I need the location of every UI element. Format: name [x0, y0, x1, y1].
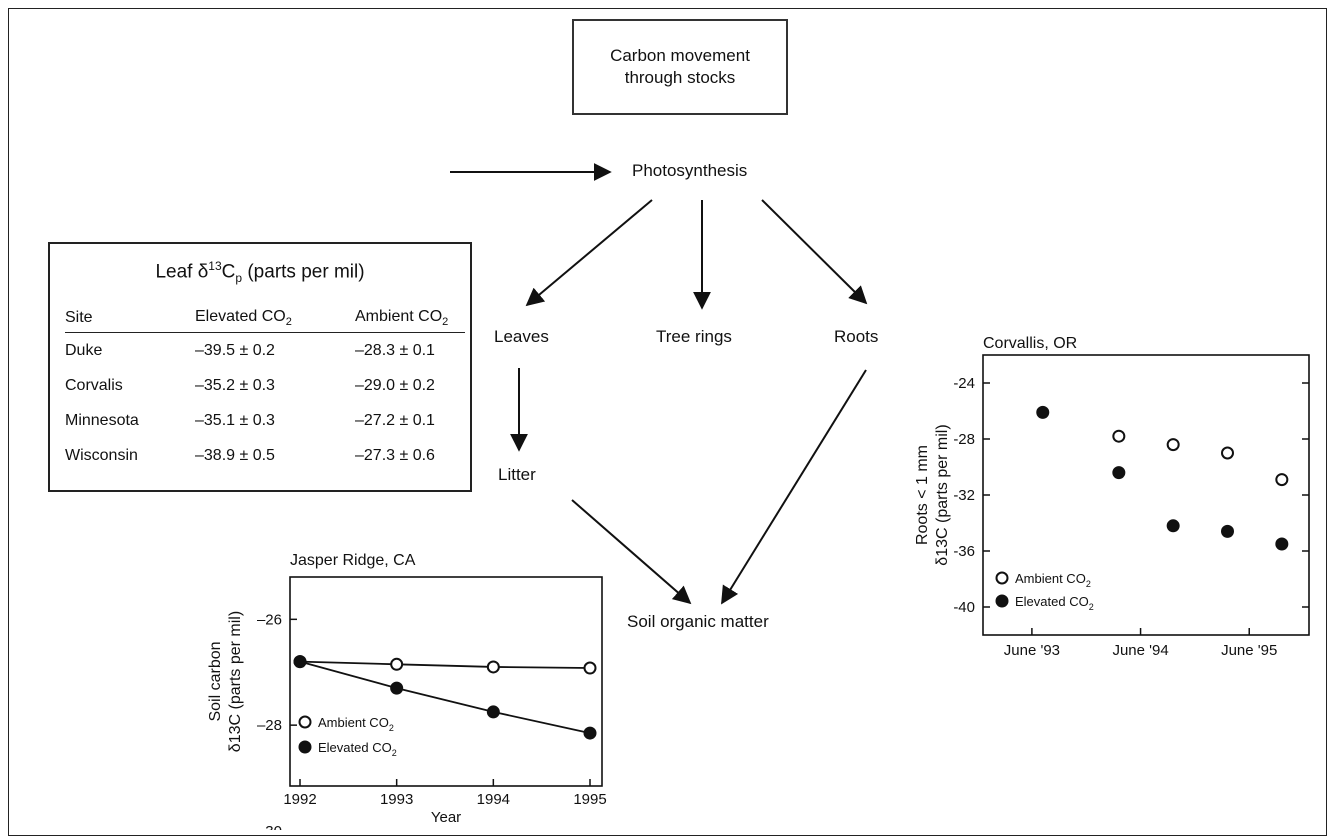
plot-area — [289, 576, 603, 787]
legend-marker-elevated — [298, 740, 312, 754]
arrow-litter-soil — [571, 499, 692, 605]
data-point-ambient — [1221, 446, 1234, 460]
arrow-photosynthesis-roots — [761, 199, 868, 305]
column-header-ambient: Ambient CO2 — [355, 304, 465, 334]
cell-ambient: –28.3 ± 0.1 — [355, 342, 435, 360]
node-roots: Roots — [834, 327, 879, 346]
y-tick-label: -32 — [953, 487, 975, 504]
cell-elevated: –35.1 ± 0.3 — [195, 412, 275, 430]
corvallis-chart: Corvallis, OR -24 -28 -32 -36 -40 June '93 June… — [915, 335, 1310, 659]
y-axis-label-line1: Roots < 1 mm — [915, 445, 931, 545]
data-point-ambient — [1166, 438, 1180, 452]
y-axis-label: Soil carbon δ13C (parts per mil) — [207, 611, 244, 752]
cell-site: Minnesota — [65, 412, 139, 430]
y-tick-label: -36 — [953, 543, 975, 560]
cell-ambient: –29.0 ± 0.2 — [355, 377, 435, 395]
chart-title: Corvallis, OR — [983, 335, 1077, 352]
x-tick-label: 1994 — [477, 791, 510, 808]
y-tick-label: –30 — [257, 823, 282, 830]
data-point-elevated — [1166, 519, 1180, 533]
cell-site: Corvalis — [65, 377, 123, 395]
title-line-1: Carbon movement — [610, 45, 750, 65]
chart-title: Jasper Ridge, CA — [290, 552, 416, 569]
x-tick-label: June '94 — [1112, 642, 1168, 659]
legend-label-ambient: Ambient CO2 — [318, 715, 394, 733]
node-litter: Litter — [498, 465, 536, 484]
y-axis-label-line2: δ13C (parts per mil) — [227, 611, 244, 752]
x-tick-label: 1995 — [573, 791, 606, 808]
y-tick-label: –28 — [257, 717, 282, 734]
title-line-2: through stocks — [624, 68, 736, 87]
cell-elevated: –39.5 ± 0.2 — [195, 342, 275, 360]
legend-label-elevated: Elevated CO2 — [318, 740, 397, 758]
y-tick-label: -40 — [953, 599, 975, 616]
data-point-ambient — [390, 657, 404, 671]
column-header-elevated: Elevated CO2 — [195, 304, 355, 334]
data-point-ambient — [1112, 429, 1126, 443]
arrow-roots-soil — [721, 369, 867, 605]
cell-site: Duke — [65, 342, 103, 360]
legend-marker-ambient — [995, 571, 1009, 585]
cell-elevated: –38.9 ± 0.5 — [195, 447, 275, 465]
cell-ambient: –27.2 ± 0.1 — [355, 412, 435, 430]
table-row: Wisconsin –38.9 ± 0.5 –27.3 ± 0.6 — [65, 438, 465, 473]
jasper-ridge-chart: Jasper Ridge, CA –26 –28 –30 1992 1993 1994 199… — [207, 552, 607, 830]
data-point-ambient — [486, 660, 500, 674]
x-tick-label: 1993 — [380, 791, 413, 808]
y-axis-label-line2: δ13C (parts per mil) — [934, 424, 951, 565]
x-axis-label: Year — [431, 809, 461, 826]
legend-label-elevated: Elevated CO2 — [1015, 594, 1094, 612]
table-row: Minnesota –35.1 ± 0.3 –27.2 ± 0.1 — [65, 403, 465, 438]
data-point-elevated — [1036, 405, 1050, 419]
y-tick-label: -28 — [953, 431, 975, 448]
cell-ambient: –27.3 ± 0.6 — [355, 447, 435, 465]
data-point-elevated — [1275, 537, 1289, 551]
series-line-elevated — [299, 660, 591, 734]
legend-marker-ambient — [298, 715, 312, 729]
data-point-elevated — [486, 705, 500, 719]
leaf-table: Site Elevated CO2 Ambient CO2 Duke –39.5… — [65, 304, 465, 473]
legend-marker-elevated — [995, 594, 1009, 608]
data-point-ambient — [583, 661, 597, 675]
data-point-elevated — [293, 655, 307, 669]
data-point-elevated — [390, 681, 404, 695]
data-point-elevated — [1112, 466, 1126, 480]
node-soil-organic-matter: Soil organic matter — [627, 612, 769, 631]
data-point-elevated — [1221, 524, 1234, 538]
x-tick-label: June '95 — [1221, 642, 1277, 659]
y-tick-label: -24 — [953, 375, 975, 392]
leaf-isotope-table: Leaf δ13Cp (parts per mil) Site Elevated… — [48, 242, 472, 492]
cell-elevated: –35.2 ± 0.3 — [195, 377, 275, 395]
data-point-elevated — [583, 726, 597, 740]
x-tick-label: 1992 — [283, 791, 316, 808]
series-line-ambient — [299, 660, 591, 669]
y-tick-label: –26 — [257, 611, 282, 628]
table-row: Duke –39.5 ± 0.2 –28.3 ± 0.1 — [65, 333, 465, 369]
arrow-photosynthesis-leaves — [525, 199, 653, 307]
cell-site: Wisconsin — [65, 447, 138, 465]
node-leaves: Leaves — [494, 327, 549, 346]
table-caption: Leaf δ13Cp (parts per mil) — [155, 259, 365, 286]
title-box: Carbon movement through stocks — [572, 19, 788, 115]
legend-label-ambient: Ambient CO2 — [1015, 571, 1091, 589]
node-tree-rings: Tree rings — [656, 327, 732, 346]
x-tick-label: June '93 — [1004, 642, 1060, 659]
node-photosynthesis: Photosynthesis — [632, 161, 748, 180]
plot-area — [982, 354, 1310, 636]
y-axis-label-line1: Soil carbon — [207, 641, 224, 721]
table-row: Corvalis –35.2 ± 0.3 –29.0 ± 0.2 — [65, 368, 465, 403]
data-point-ambient — [1275, 473, 1289, 487]
y-axis-label: Roots < 1 mm δ13C (parts per mil) — [915, 424, 951, 565]
column-header-site: Site — [65, 304, 195, 334]
figure-frame — [8, 8, 1327, 836]
